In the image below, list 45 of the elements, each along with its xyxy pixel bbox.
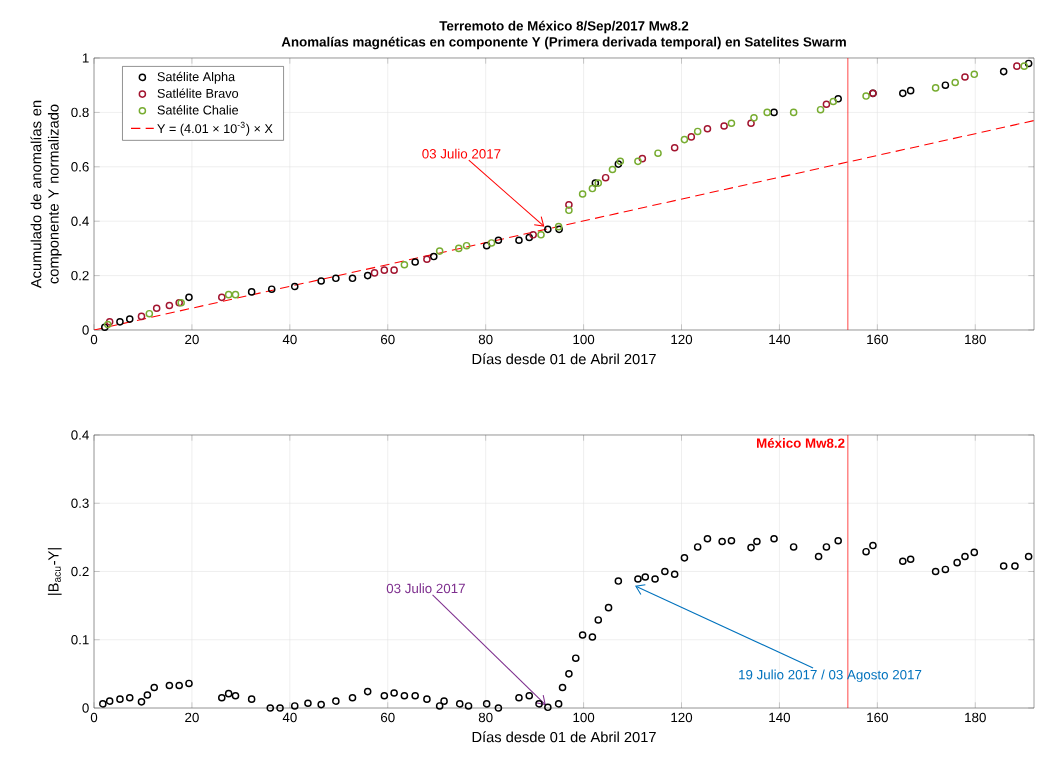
y-tick-label: 0.2	[71, 566, 89, 577]
x-tick-label: 60	[381, 334, 395, 345]
y-axis-title: |B$_{acu}$-Y|	[47, 548, 62, 595]
x-tick-label: 40	[282, 334, 297, 345]
x-tick-label: 100	[573, 712, 595, 723]
x-tick-label: 120	[671, 712, 693, 723]
x-tick-label: 80	[478, 334, 493, 345]
y-tick-label: 0.2	[71, 270, 89, 281]
y-tick-label: 0.8	[71, 107, 89, 118]
x-tick-label: 20	[185, 334, 199, 345]
chart-subtitle: Anomalías magnéticas en componente Y (Primera derivada temporal) en Satelites Swarm	[281, 36, 846, 50]
y-tick-label: 0.4	[71, 430, 89, 440]
chart-title: Terremoto de México 8/Sep/2017 Mw8.2	[439, 20, 689, 34]
y-tick-label: 1	[82, 53, 89, 63]
legend-label: Satélite Chalie	[157, 105, 239, 115]
x-tick-label: 60	[381, 712, 395, 723]
y-tick-label: 0	[82, 703, 89, 713]
x-tick-label: 80	[478, 712, 493, 723]
y-tick-label: 0.6	[71, 162, 89, 172]
x-tick-label: 140	[769, 712, 791, 723]
x-axis-title: Días desde 01 de Abril 2017	[472, 731, 656, 743]
ref-line-label: México Mw8.2	[757, 437, 845, 448]
annotation: 19 Julio 2017 / 03 Agosto 2017	[739, 669, 922, 683]
y-tick-label: 0.4	[71, 216, 89, 226]
x-tick-label: 160	[867, 334, 888, 345]
x-tick-label: 40	[282, 712, 297, 723]
legend-label: Satlélite Bravo	[157, 88, 239, 98]
y-tick-label: 0.3	[71, 498, 89, 508]
y-tick-label: 0	[82, 325, 89, 335]
y-tick-label: 0.1	[71, 635, 89, 645]
x-tick-label: 180	[965, 712, 986, 723]
x-tick-label: 0	[90, 712, 98, 723]
legend-label: Satélite Alpha	[157, 71, 236, 84]
annotation: 03 Julio 2017	[386, 583, 465, 594]
x-tick-label: 140	[769, 334, 791, 345]
x-tick-label: 180	[965, 334, 986, 345]
x-tick-label: 0	[90, 334, 98, 345]
x-tick-label: 100	[573, 334, 595, 345]
x-tick-label: 160	[867, 712, 888, 723]
y-axis-title: Acumulado de anomalías en componente Y normalizado	[30, 100, 62, 289]
x-axis-title: Días desde 01 de Abril 2017	[472, 353, 656, 365]
x-tick-label: 20	[185, 712, 199, 723]
annotation: 03 Julio 2017	[422, 148, 501, 159]
legend-label: Y = (4.01 × 10$^{-3}$) × X	[157, 121, 273, 136]
x-tick-label: 120	[671, 334, 693, 345]
